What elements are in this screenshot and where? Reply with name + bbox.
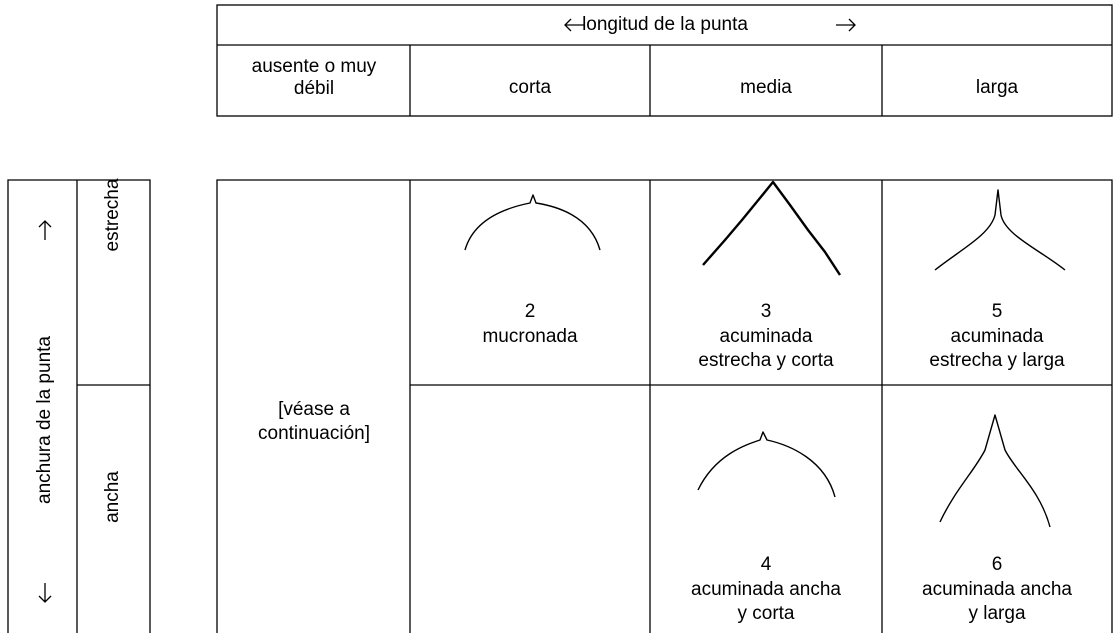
tip-shape xyxy=(464,194,601,251)
grid: [véase a continuación] 2 mucronada 3 acu… xyxy=(216,179,1113,633)
tip-shape xyxy=(702,180,842,276)
cell-number: 5 xyxy=(992,301,1003,322)
table-border xyxy=(7,179,151,633)
cell-number: 3 xyxy=(761,301,772,322)
cell-label: estrecha y larga xyxy=(929,350,1065,371)
cell-label: acuminada xyxy=(951,326,1044,347)
cell-label: acuminada xyxy=(720,326,813,347)
note: continuación] xyxy=(258,423,370,444)
table-border xyxy=(216,4,1113,117)
note: [véase a xyxy=(278,399,350,420)
cell-label: estrecha y corta xyxy=(698,350,834,371)
cell-number: 2 xyxy=(525,301,536,322)
cell-label: y larga xyxy=(968,603,1025,624)
row-label: estrecha xyxy=(102,178,123,251)
cell-number: 6 xyxy=(992,554,1003,575)
arrow-left xyxy=(564,18,584,32)
arrow-down xyxy=(38,583,52,603)
column-label: ausente o muy xyxy=(252,56,377,77)
table-border xyxy=(216,179,1113,633)
column-label: débil xyxy=(294,78,334,99)
top-table: longitud de la punta ausente o muy débil… xyxy=(216,4,1113,117)
column-label: media xyxy=(740,77,792,98)
arrow-up xyxy=(38,220,52,240)
header: longitud de la punta xyxy=(582,14,748,35)
cell-label: mucronada xyxy=(482,326,577,347)
column-label: larga xyxy=(976,77,1019,98)
row-label: ancha xyxy=(102,471,123,523)
arrow-right xyxy=(836,18,856,32)
cell-label: acuminada ancha xyxy=(922,579,1072,600)
tip-shape xyxy=(939,414,1051,528)
side-label: anchura de la punta xyxy=(34,336,55,504)
cell-number: 4 xyxy=(761,554,772,575)
side-table: anchura de la punta estrecha ancha xyxy=(7,178,151,633)
tip-shape xyxy=(697,431,836,498)
column-label: corta xyxy=(509,77,552,98)
tip-shape xyxy=(934,189,1066,271)
cell-label: acuminada ancha xyxy=(691,579,841,600)
cell-label: y corta xyxy=(737,603,794,624)
